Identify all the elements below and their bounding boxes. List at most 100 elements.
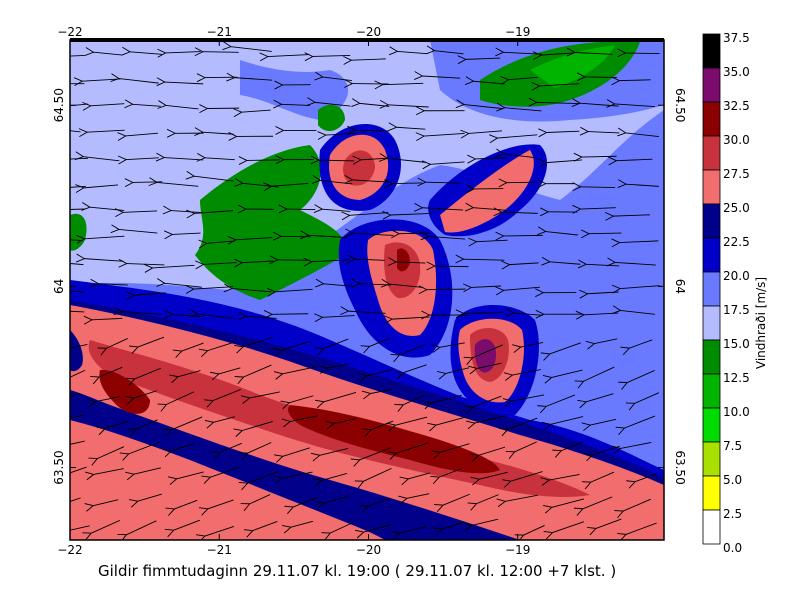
wind-arrow — [76, 234, 125, 244]
legend-level-label: 30.0 — [723, 133, 750, 147]
forecast-validity-caption: Gildir fimmtudaginn 29.11.07 kl. 19:00 (… — [98, 562, 617, 580]
wind-arrow — [238, 442, 272, 461]
wind-arrow — [498, 178, 537, 188]
wind-arrow — [540, 474, 580, 486]
wind-arrow — [234, 364, 272, 385]
wind-arrow — [542, 369, 583, 384]
wind-arrow — [541, 416, 584, 431]
wind-arrow — [617, 522, 657, 540]
wind-arrow — [391, 526, 426, 540]
wind-arrow — [581, 418, 617, 432]
legend-level-label: 10.0 — [723, 405, 750, 419]
wind-arrow — [227, 235, 273, 245]
wind-arrow — [426, 261, 469, 271]
wind-arrow — [414, 71, 461, 80]
wind-arrow — [415, 132, 465, 141]
wind-arrow — [82, 101, 125, 111]
wind-arrow — [315, 278, 354, 288]
wind-arrow — [233, 258, 274, 268]
wind-arrow — [70, 497, 81, 502]
wind-arrow — [156, 278, 202, 288]
wind-arrow — [606, 99, 656, 108]
legend-level-label: 2.5 — [723, 507, 742, 521]
wind-arrow — [608, 156, 653, 166]
wind-arrow — [505, 441, 537, 460]
wind-arrow — [537, 394, 576, 414]
wind-arrow — [211, 442, 242, 460]
wind-arrow — [552, 441, 583, 458]
y-tick-label-right: 64 — [673, 279, 687, 294]
wind-arrow — [162, 416, 203, 437]
wind-arrow — [501, 471, 543, 488]
wind-arrow — [75, 253, 124, 263]
wind-arrow — [70, 393, 81, 397]
legend-swatch — [702, 169, 721, 205]
wind-arrow — [384, 179, 423, 189]
wind-arrow — [360, 337, 391, 354]
wind-arrow — [284, 496, 318, 514]
wind-arrow — [386, 416, 428, 432]
wind-arrow — [350, 447, 392, 467]
wind-arrow — [580, 229, 622, 239]
wind-arrow — [585, 338, 618, 350]
wind-arrow — [421, 160, 465, 170]
wind-arrow — [185, 170, 234, 182]
wind-arrow — [84, 499, 119, 512]
wind-arrow — [341, 211, 389, 221]
x-tick-label-bottom: −19 — [505, 543, 530, 557]
wind-arrow — [455, 309, 504, 319]
wind-arrow — [201, 466, 241, 484]
wind-arrow — [469, 446, 506, 462]
wind-arrow — [611, 76, 651, 86]
wind-arrow — [148, 177, 199, 187]
wind-arrow — [125, 291, 166, 301]
wind-arrow — [496, 102, 542, 112]
wind-arrow — [354, 467, 392, 489]
wind-arrow — [581, 471, 615, 490]
wind-arrow — [325, 418, 356, 430]
legend-swatch — [702, 305, 721, 341]
wind-arrow — [128, 493, 163, 508]
legend-level-label: 27.5 — [723, 167, 750, 181]
wind-arrow — [543, 498, 584, 514]
wind-arrow — [314, 495, 349, 510]
wind-arrow — [528, 97, 579, 107]
wind-arrow — [125, 467, 161, 481]
wind-arrow — [70, 440, 85, 445]
wind-arrow — [390, 344, 425, 363]
y-tick-label-left: 64 — [52, 279, 66, 294]
wind-arrow — [204, 388, 242, 408]
wind-arrow — [156, 77, 204, 87]
wind-arrow — [495, 148, 537, 159]
wind-arrow — [303, 257, 350, 267]
legend-swatch — [702, 373, 721, 409]
wind-arrow — [390, 229, 430, 239]
x-tick-label-bottom: −21 — [207, 543, 232, 557]
wind-arrow — [238, 470, 279, 491]
wind-arrow — [86, 396, 120, 408]
wind-arrow — [70, 369, 86, 378]
wind-arrow — [169, 370, 201, 384]
wind-arrow — [318, 363, 351, 374]
legend-swatch — [702, 475, 721, 511]
wind-arrow — [399, 472, 431, 486]
wind-arrow — [70, 263, 84, 266]
wind-arrow — [489, 134, 538, 144]
legend-swatch — [702, 509, 721, 545]
wind-arrow — [501, 260, 539, 270]
wind-arrow — [572, 204, 616, 214]
legend-title: Vindhraði [m/s] — [754, 277, 768, 369]
wind-arrow — [90, 366, 123, 385]
wind-arrow — [463, 395, 502, 415]
wind-arrow — [88, 446, 125, 466]
wind-arrow — [418, 285, 466, 295]
legend-swatch — [702, 407, 721, 443]
wind-arrow — [617, 179, 659, 189]
wind-arrow — [314, 391, 357, 409]
wind-arrow — [512, 341, 544, 353]
x-tick-label-bottom: −20 — [356, 543, 381, 557]
wind-arrow — [431, 342, 465, 353]
wind-arrow — [362, 420, 394, 437]
legend-level-label: 35.0 — [723, 65, 750, 79]
